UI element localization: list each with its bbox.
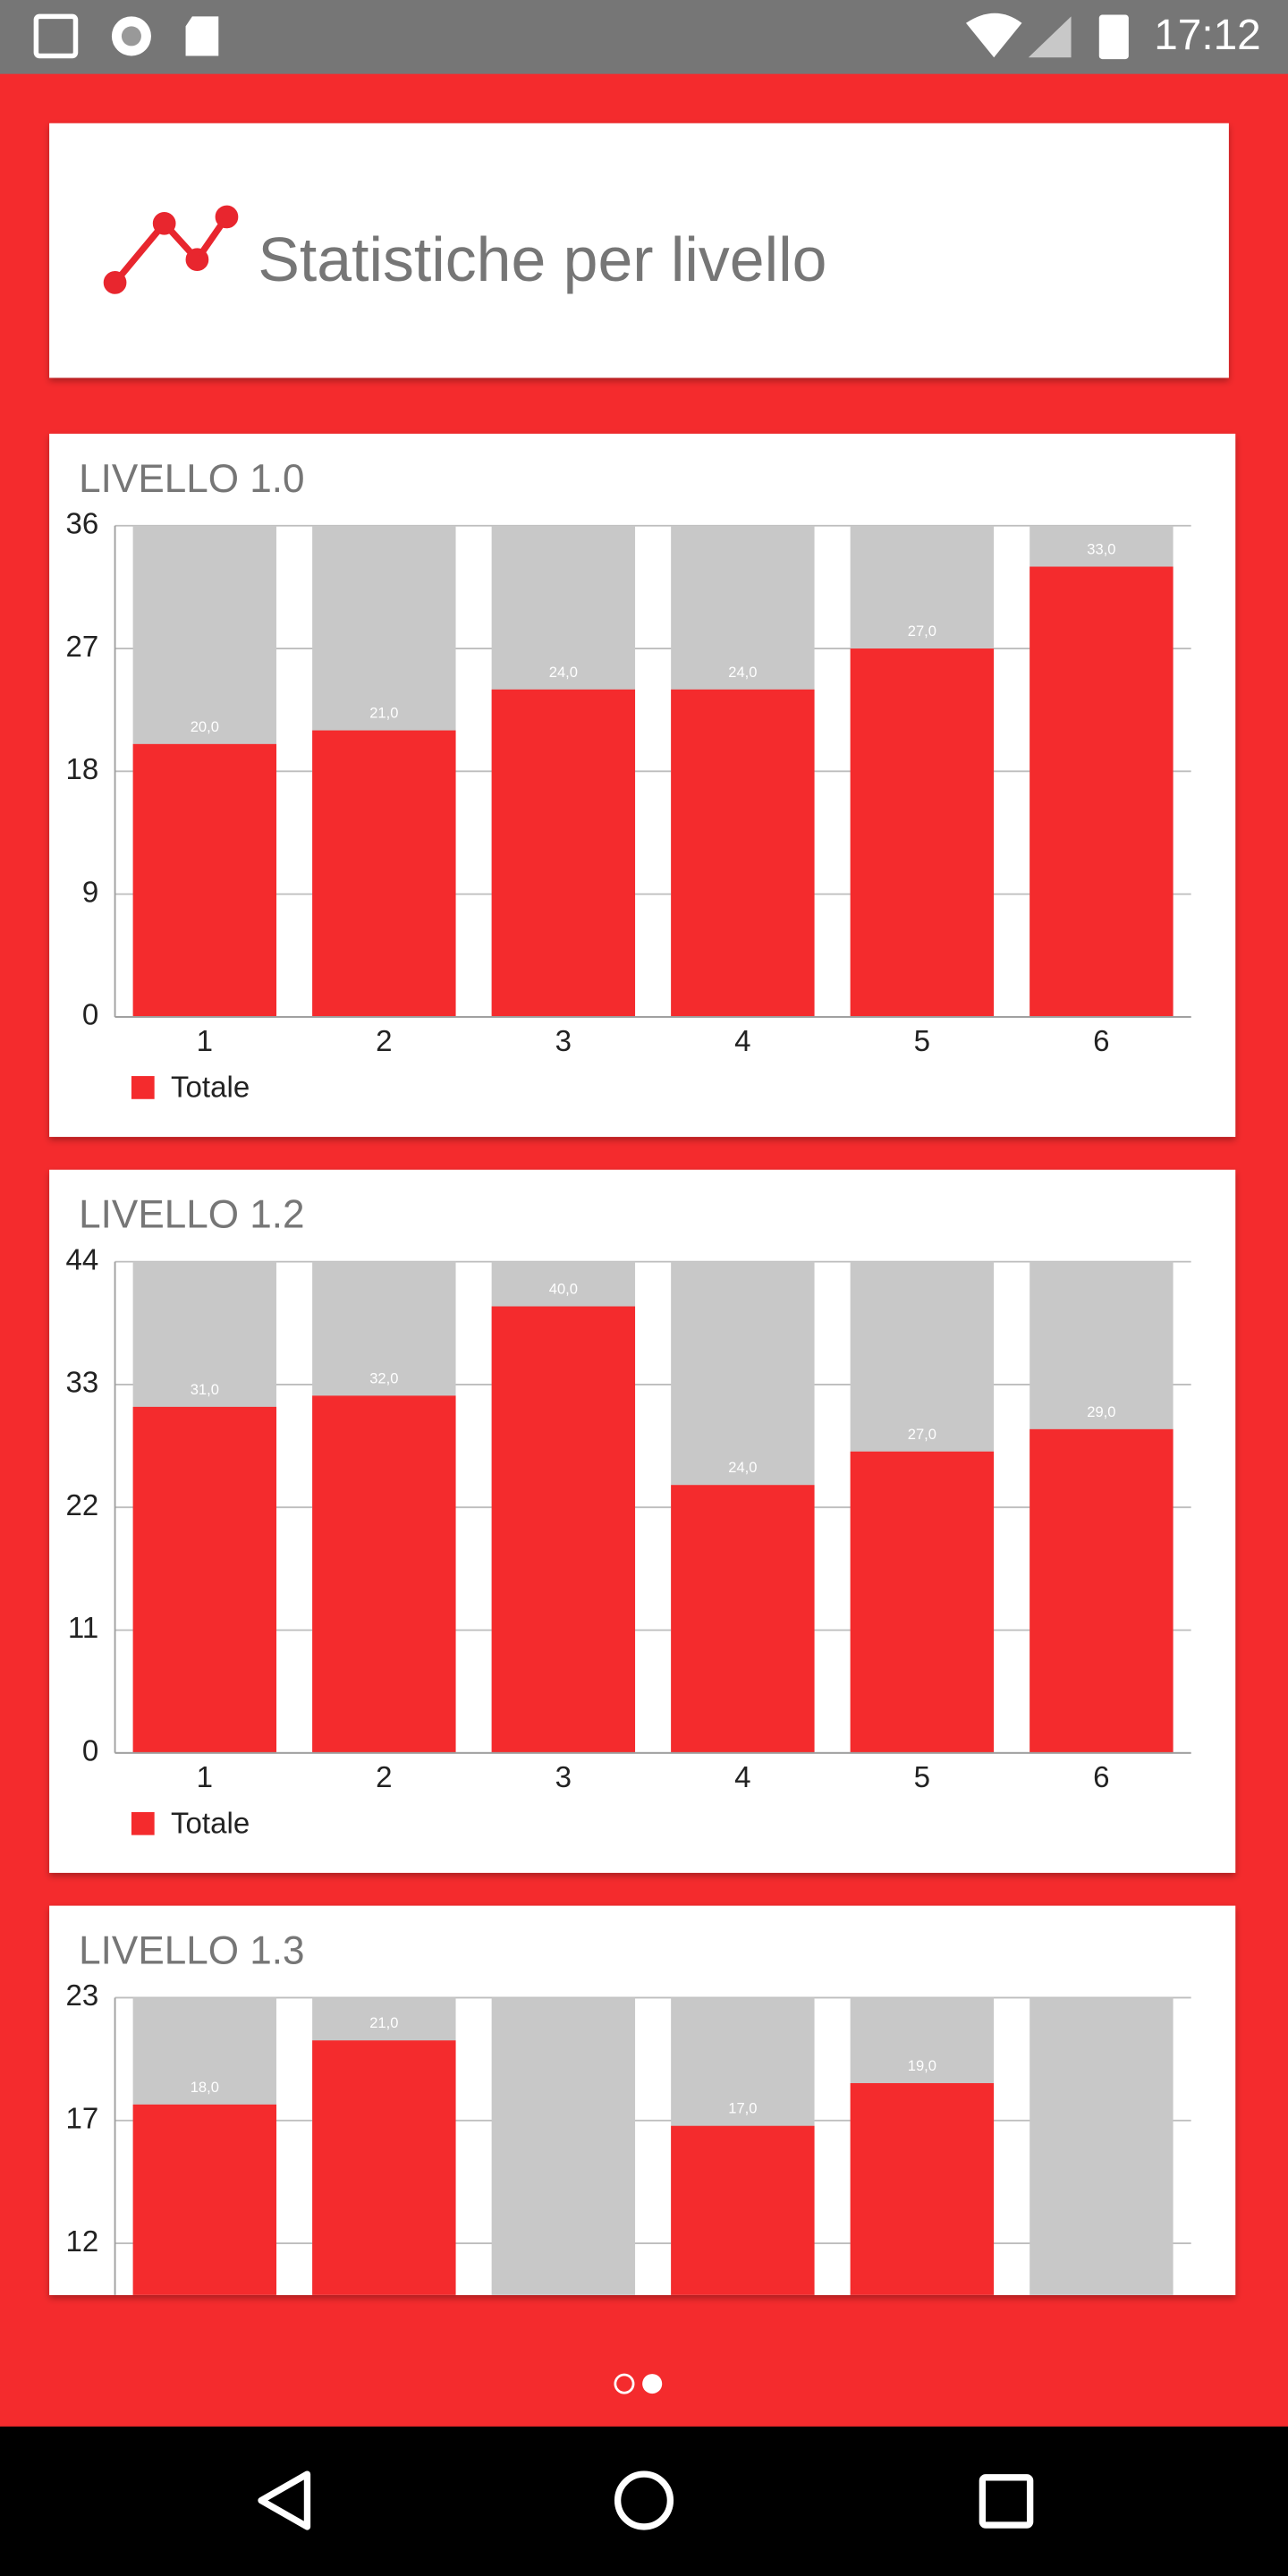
value-label: 33,0 <box>1087 541 1115 558</box>
value-label: 40,0 <box>549 1281 578 1298</box>
back-button[interactable] <box>258 2470 311 2530</box>
value-label: 24,0 <box>728 664 757 681</box>
legend-label: Totale <box>171 1807 250 1840</box>
x-tick-label: 4 <box>734 1025 750 1058</box>
value-label: 31,0 <box>191 1381 219 1398</box>
legend-label: Totale <box>171 1071 250 1104</box>
value-label: 24,0 <box>549 664 578 681</box>
plot: 12 17 23 18,0 21,0 17,0 19,0 <box>65 1979 1191 2295</box>
x-tick-label: 6 <box>1093 1761 1109 1794</box>
chart-card: LIVELLO 1.3 12 17 23 18,0 21,0 17,0 19,0 <box>49 1905 1236 2295</box>
page-dot[interactable] <box>614 2373 635 2394</box>
value-label: 17,0 <box>728 2100 757 2117</box>
bar <box>312 730 456 1017</box>
value-label: 21,0 <box>369 2014 398 2031</box>
bar <box>671 1485 815 1753</box>
nav-bar <box>0 2426 1288 2576</box>
x-tick-label: 2 <box>376 1761 392 1794</box>
y-tick-label: 0 <box>82 1735 98 1768</box>
bar <box>1030 566 1174 1017</box>
bar <box>132 2104 277 2295</box>
x-tick-label: 4 <box>734 1761 750 1794</box>
chart-card: LIVELLO 1.0 0 9 18 27 36 20,0 1 21,0 2 24,0 3 24,0 4 2… <box>49 433 1236 1138</box>
x-tick-label: 3 <box>555 1761 572 1794</box>
charts: LIVELLO 1.00918273620,0121,0224,0324,042… <box>49 433 1236 2295</box>
value-label: 27,0 <box>908 1426 936 1443</box>
x-tick-label: 2 <box>376 1025 392 1058</box>
x-tick-label: 6 <box>1093 1025 1109 1058</box>
y-tick-label: 23 <box>65 1979 98 2012</box>
chart-title: LIVELLO 1.3 <box>79 1929 304 1973</box>
value-label: 21,0 <box>369 705 398 722</box>
bar <box>850 1451 995 1753</box>
y-tick-label: 36 <box>65 507 98 540</box>
y-tick-label: 22 <box>65 1489 98 1522</box>
bar-background <box>1030 1997 1174 2295</box>
value-label: 29,0 <box>1087 1403 1115 1420</box>
bar <box>132 743 277 1017</box>
value-label: 24,0 <box>728 1459 757 1476</box>
value-label: 18,0 <box>191 2079 219 2096</box>
header-card <box>49 123 1229 378</box>
y-tick-label: 12 <box>65 2225 98 2258</box>
header-icon <box>103 205 239 294</box>
x-tick-label: 5 <box>914 1761 930 1794</box>
plot: 0 11 22 33 44 31,0 1 32,0 2 40,0 3 24,0 4 27,0 5 29,0 6 <box>65 1243 1191 1794</box>
bar <box>312 2040 456 2295</box>
chart-title: LIVELLO 1.2 <box>79 1193 304 1237</box>
clock: 17:12 <box>1154 12 1260 59</box>
bar <box>850 648 995 1017</box>
bar <box>132 1406 277 1753</box>
home-button[interactable] <box>614 2470 674 2530</box>
bar-background <box>491 1997 636 2295</box>
bar <box>850 2082 995 2295</box>
y-tick-label: 44 <box>65 1243 98 1276</box>
y-tick-label: 33 <box>65 1367 98 1400</box>
x-tick-label: 5 <box>914 1025 930 1058</box>
y-tick-label: 0 <box>82 999 98 1032</box>
value-label: 32,0 <box>369 1369 398 1386</box>
bar <box>491 1306 636 1753</box>
value-label: 20,0 <box>191 718 219 735</box>
header-title: Statistiche per livello <box>258 225 826 294</box>
y-tick-label: 18 <box>65 753 98 786</box>
legend-swatch <box>131 1076 155 1099</box>
legend-swatch <box>131 1811 155 1835</box>
x-tick-label: 1 <box>197 1025 213 1058</box>
value-label: 19,0 <box>908 2057 936 2074</box>
bar <box>312 1395 456 1753</box>
plot: 0 9 18 27 36 20,0 1 21,0 2 24,0 3 24,0 4 27,0 5 33,0 6 <box>65 507 1191 1058</box>
y-tick-label: 11 <box>68 1612 98 1645</box>
page-dot-active[interactable] <box>642 2374 663 2394</box>
value-label: 27,0 <box>908 623 936 640</box>
y-tick-label: 27 <box>65 631 98 664</box>
x-tick-label: 3 <box>555 1025 572 1058</box>
bar <box>1030 1428 1174 1753</box>
recents-button[interactable] <box>979 2474 1034 2529</box>
bar <box>671 689 815 1017</box>
y-tick-label: 17 <box>65 2102 98 2135</box>
bar <box>671 2125 815 2295</box>
chart-card: LIVELLO 1.2 0 11 22 33 44 31,0 1 32,0 2 40,0 3 24,0 4… <box>49 1169 1236 1873</box>
chart-title: LIVELLO 1.0 <box>79 457 304 501</box>
bar <box>491 689 636 1017</box>
status-icons <box>33 13 1129 60</box>
x-tick-label: 1 <box>197 1761 213 1794</box>
y-tick-label: 9 <box>82 876 98 909</box>
